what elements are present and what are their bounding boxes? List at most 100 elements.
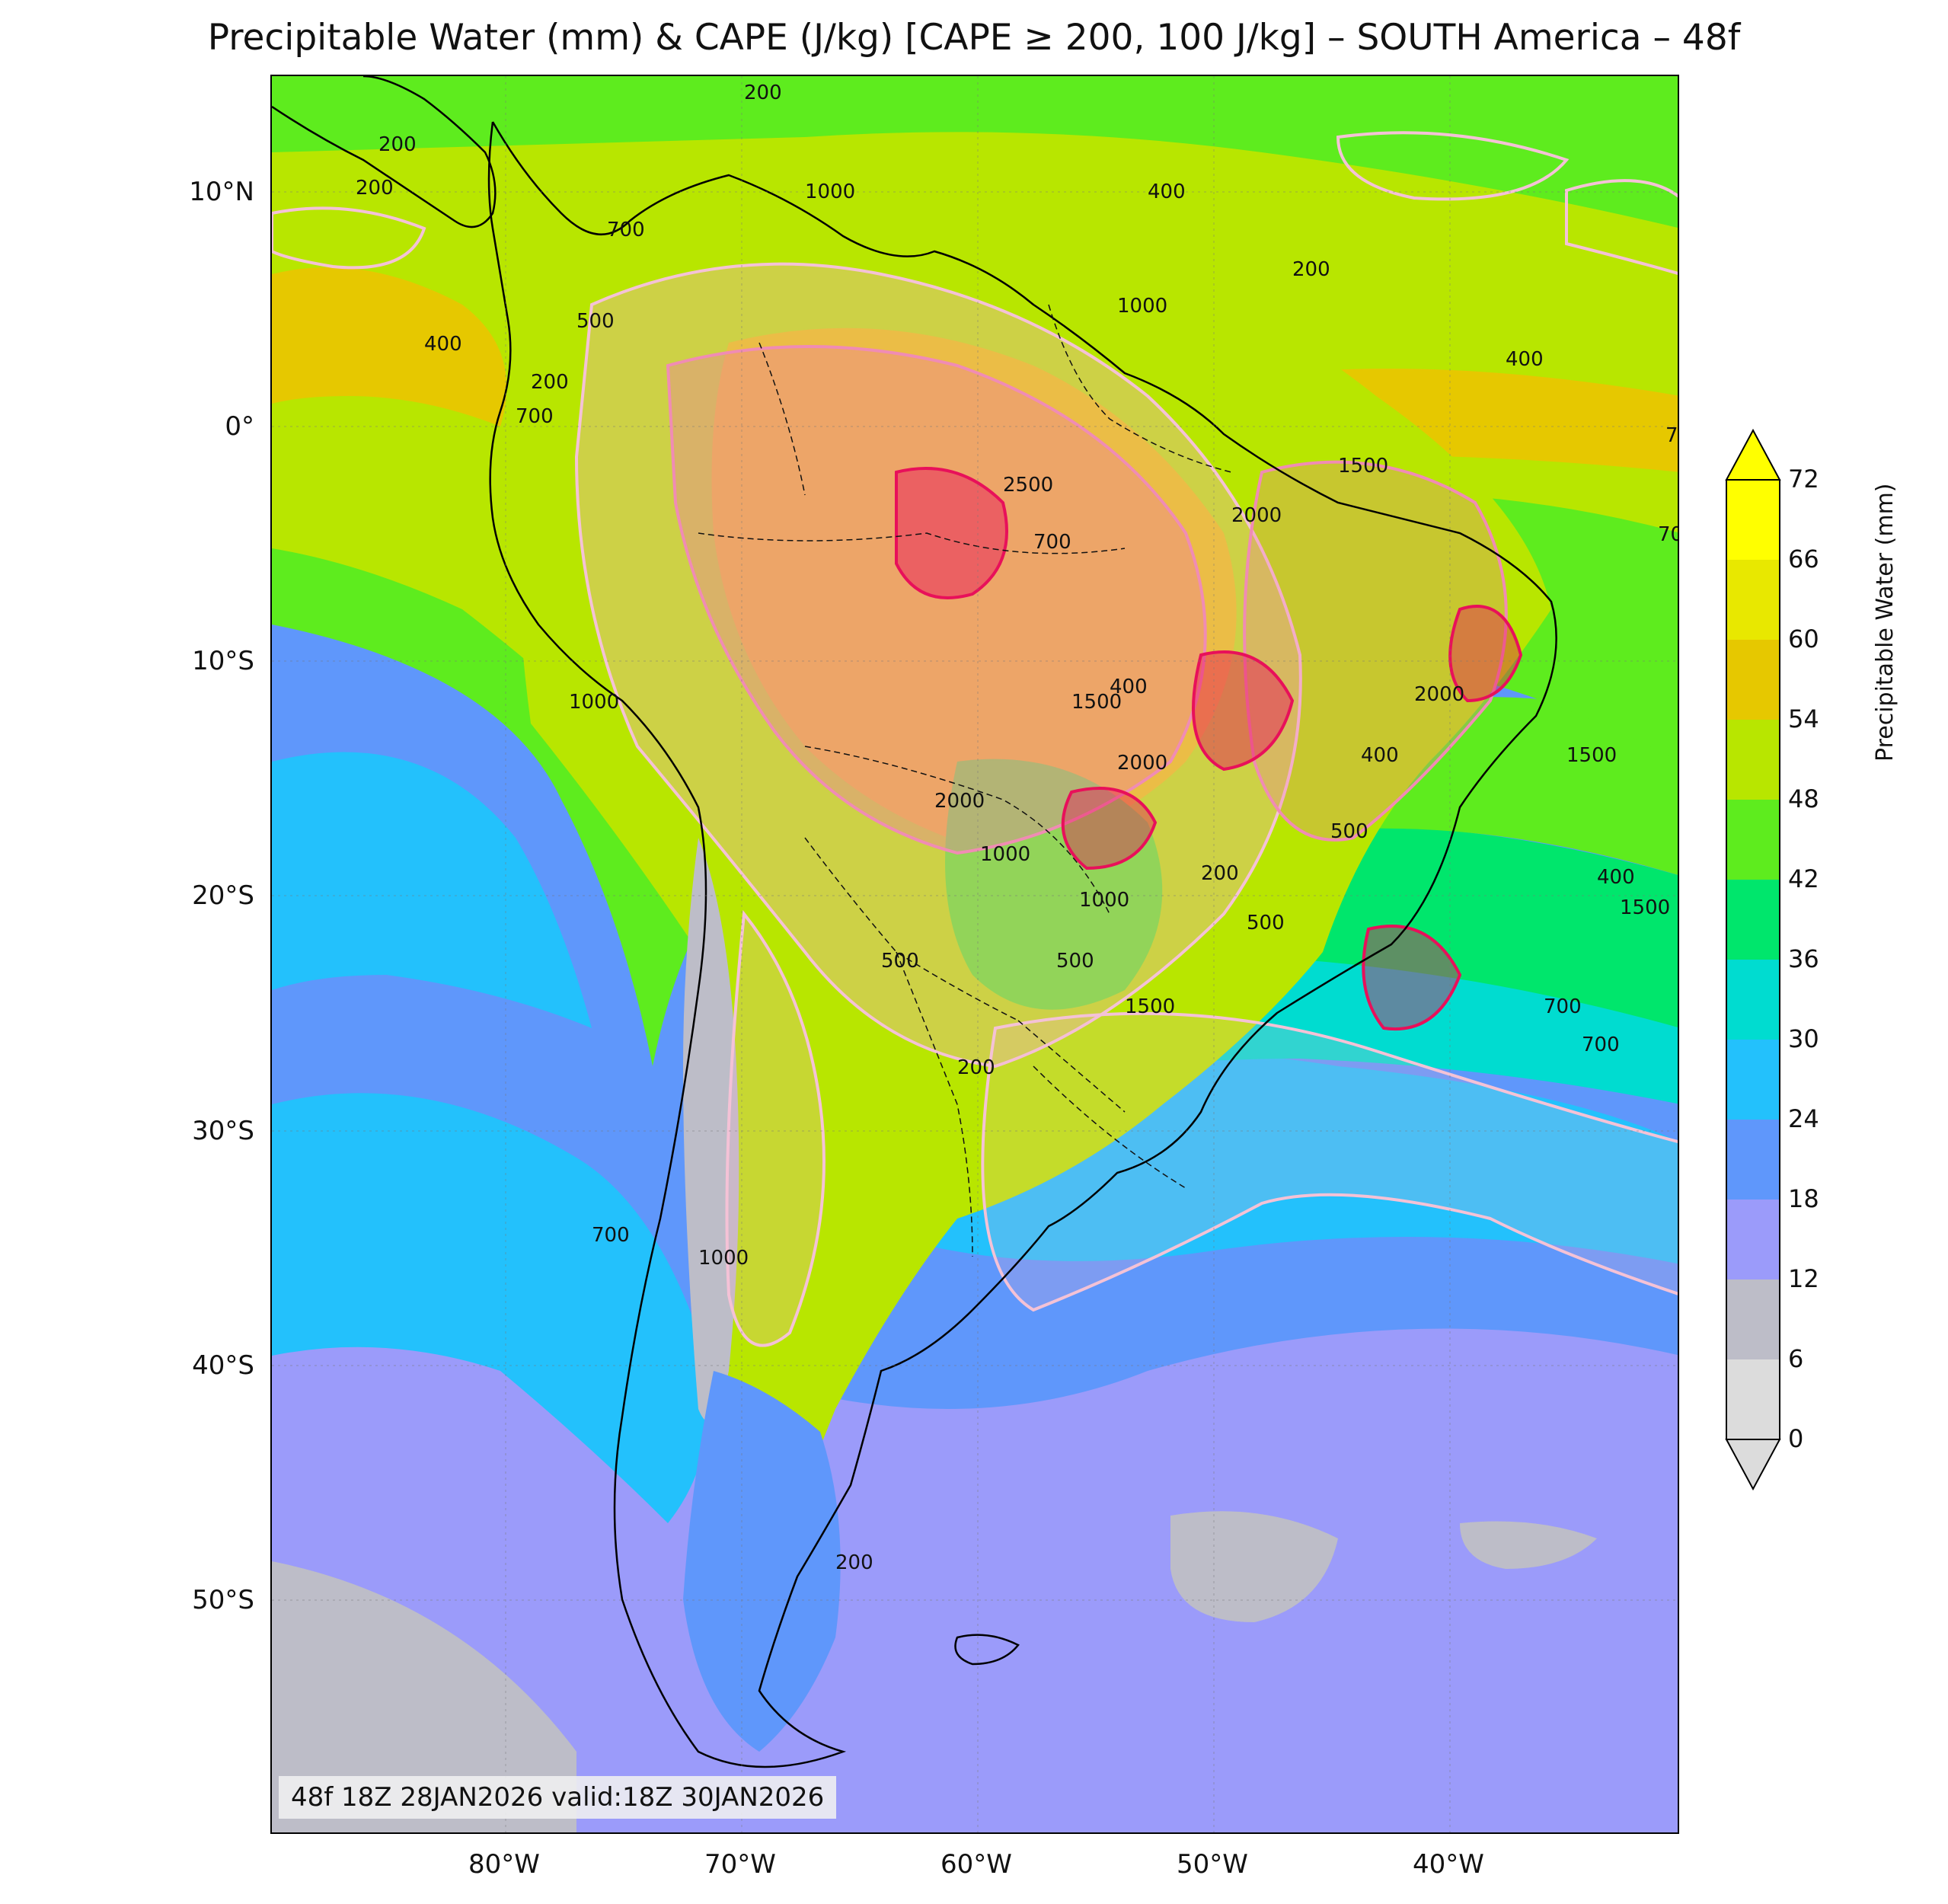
pw-patagonia [683, 1371, 841, 1752]
colorbar-tick-label: 30 [1788, 1024, 1819, 1053]
cape-contours [272, 131, 1678, 1347]
pw-amazon-core [711, 327, 1237, 853]
pw-band-6-12-south-atlantic [1170, 1511, 1338, 1622]
cape-contour-label: 1000 [1079, 889, 1129, 912]
pw-central-brazil [945, 759, 1163, 1010]
colorbar-tick-label: 18 [1788, 1184, 1819, 1213]
cape-contour-label: 2000 [1117, 752, 1167, 775]
cape-contour-label: 1500 [1566, 744, 1617, 767]
lat-label-30s: 30°S [192, 1116, 254, 1146]
colorbar-segment [1726, 1359, 1780, 1439]
cape-contour-label: 700 [1544, 995, 1582, 1018]
colorbar [1725, 428, 1781, 1491]
colorbar-segment [1726, 560, 1780, 640]
colorbar-segment [1726, 1040, 1780, 1120]
lat-label-10s: 10°S [192, 646, 254, 676]
colorbar-extend-max [1725, 428, 1781, 481]
cape-contour-label: 500 [576, 310, 615, 333]
colorbar-tick-label: 0 [1788, 1424, 1804, 1453]
cape-contour-label: 1500 [1620, 896, 1670, 919]
cape-contour-label: 1000 [698, 1247, 749, 1270]
lon-label-50w: 50°W [1177, 1849, 1248, 1880]
cape-contour-label: 200 [1201, 862, 1239, 885]
valid-time-box: 48f 18Z 28JAN2026 valid:18Z 30JAN2026 [279, 1776, 837, 1819]
pw-band-6-12-south-pacific [272, 1561, 576, 1832]
cape-contour-label: 400 [1506, 348, 1544, 371]
cape-contour-label: 500 [881, 950, 919, 973]
colorbar-segment [1726, 1200, 1780, 1279]
cape-contour-label: 200 [744, 81, 782, 104]
cape-contour-label: 200 [835, 1551, 873, 1574]
falkland-islands [954, 1634, 1020, 1666]
cape-contour-label: 700 [607, 219, 645, 241]
cape-contour-label: 1500 [1338, 455, 1388, 478]
south-america-coastline [487, 121, 1557, 1768]
pw-band-24-30-east-pacific [272, 752, 592, 1028]
cape-contour-label: 1000 [1117, 295, 1167, 318]
colorbar-segment [1726, 1120, 1780, 1200]
colorbar-tick-label: 6 [1788, 1344, 1804, 1373]
colorbar-outline [1726, 479, 1780, 1440]
colorbar-tick-label: 66 [1788, 545, 1819, 573]
map-panel[interactable]: 200 200 200 200 200 200 200 400 400 400 400 500 500 5… [270, 75, 1679, 1834]
central-america-coastline [272, 76, 497, 228]
lon-label-40w: 40°W [1413, 1849, 1484, 1880]
map-svg: 200 200 200 200 200 200 200 400 400 400 400 500 500 5… [272, 76, 1679, 1832]
lon-label-70w: 70°W [704, 1849, 776, 1880]
colorbar-tick-label: 72 [1788, 465, 1819, 494]
colorbar-segment [1726, 720, 1780, 800]
cape-contour-label: 700 [592, 1224, 630, 1247]
pw-andes-dry [683, 838, 739, 1422]
cape-contour-label: 700 [1582, 1033, 1620, 1056]
colorbar-segment [1726, 800, 1780, 880]
chart-title: Precipitable Water (mm) & CAPE (J/kg) [C… [207, 17, 1741, 59]
graticule [272, 76, 1678, 1832]
lat-label-20s: 20°S [192, 880, 254, 911]
cape-contour-label: 700 [1658, 523, 1679, 546]
cape-contour-label: 400 [1361, 744, 1399, 767]
colorbar-segment [1726, 480, 1780, 560]
cape-contour-label: 400 [1148, 180, 1186, 203]
colorbar-tick-label: 12 [1788, 1264, 1819, 1293]
country-borders [698, 304, 1232, 1257]
cape-contour-label: 200 [356, 177, 394, 200]
colorbar-tick-label: 36 [1788, 944, 1819, 973]
colorbar-tick-label: 24 [1788, 1104, 1819, 1133]
cape-contour-label: 2500 [1003, 474, 1053, 497]
colorbar-segment [1726, 1279, 1780, 1359]
lat-label-50s: 50°S [192, 1585, 254, 1615]
cape-contour-label: 1500 [1125, 995, 1175, 1018]
colorbar-tick-label: 48 [1788, 784, 1819, 813]
cape-contour-label: 1000 [805, 180, 855, 203]
cape-contour-label: 400 [1110, 676, 1148, 698]
cape-contour-label: 700 [516, 405, 554, 428]
cape-contour-label: 1000 [980, 843, 1030, 866]
lat-label-0: 0° [225, 411, 254, 442]
cape-contour-label: 700 [1033, 531, 1071, 554]
cape-labels: 200 200 200 200 200 200 200 400 400 400 400 500 500 5… [356, 81, 1679, 1574]
cape-contour-label: 400 [424, 333, 462, 356]
cape-contour-label: 1000 [569, 691, 619, 714]
cape-contour-label: 500 [1330, 820, 1368, 843]
cape-contour-label: 2000 [1414, 683, 1464, 706]
cape-contour-label: 200 [531, 371, 569, 394]
colorbar-segment [1726, 960, 1780, 1040]
colorbar-segment [1726, 880, 1780, 960]
colorbar-tick-label: 60 [1788, 625, 1819, 653]
colorbar-segments [1725, 428, 1781, 1491]
cape-contour-label: 500 [1247, 912, 1285, 934]
pw-band-54-60-pacific [272, 267, 507, 426]
colorbar-label: Precipitable Water (mm) [1872, 483, 1899, 762]
lon-label-60w: 60°W [940, 1849, 1012, 1880]
colorbar-segment [1726, 640, 1780, 720]
cape-contour-label: 2000 [934, 790, 985, 813]
cape-contour-label: 500 [1056, 950, 1094, 973]
colorbar-extend-min [1725, 1439, 1781, 1491]
colorbar-tick-label: 54 [1788, 704, 1819, 733]
cape-contour-label: 200 [378, 133, 417, 156]
lat-label-10n: 10°N [189, 177, 254, 207]
cape-contour-label: 700 [1665, 424, 1679, 447]
cape-contour-label: 200 [1292, 258, 1330, 281]
lat-label-40s: 40°S [192, 1350, 254, 1381]
cape-contour-label: 1500 [1071, 691, 1122, 714]
